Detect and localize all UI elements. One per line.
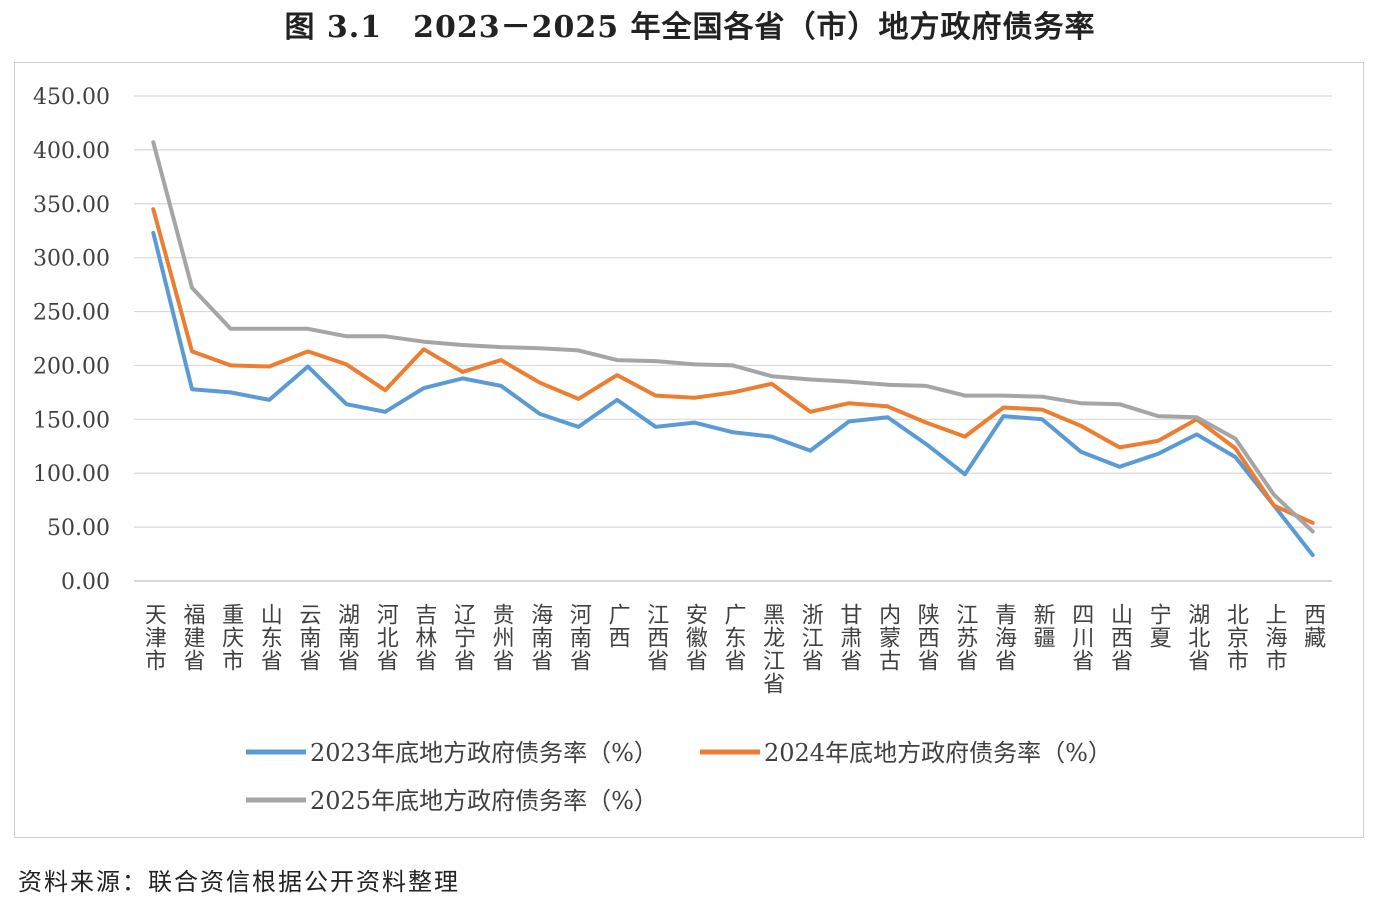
x-tick-label: 内蒙古	[875, 603, 900, 672]
y-tick-label: 100.00	[33, 462, 110, 487]
legend-label-2: 2024年底地方政府债务率（%）	[764, 739, 1112, 767]
x-tick-label: 辽宁省	[450, 603, 476, 672]
y-tick-label: 400.00	[33, 139, 110, 164]
x-tick-label: 宁夏	[1146, 603, 1172, 649]
y-tick-label: 200.00	[33, 354, 110, 379]
x-tick-label: 西藏	[1300, 603, 1326, 649]
x-tick-label: 湖南省	[334, 603, 360, 672]
x-tick-label: 江西省	[643, 603, 669, 672]
x-tick-label: 河北省	[373, 603, 399, 672]
x-tick-label: 海南省	[527, 603, 553, 672]
x-tick-label: 天津市	[141, 603, 167, 672]
x-tick-label: 北京市	[1223, 603, 1249, 672]
chart-title: 图 3.1 2023－2025 年全国各省（市）地方政府债务率	[284, 10, 1096, 45]
x-tick-label: 湖北省	[1184, 603, 1210, 672]
series-line-1	[151, 230, 1315, 558]
y-tick-label: 450.00	[33, 85, 110, 110]
y-tick-label: 150.00	[33, 408, 110, 433]
x-tick-label: 广东省	[721, 603, 747, 672]
x-tick-label: 吉林省	[411, 603, 437, 672]
y-tick-label: 50.00	[47, 516, 110, 541]
x-tick-label: 黑龙江省	[759, 603, 785, 695]
legend-label-3: 2025年底地方政府债务率（%）	[310, 787, 658, 815]
x-tick-label: 山东省	[257, 603, 283, 672]
x-tick-label: 安徽省	[682, 603, 708, 672]
y-tick-label: 0.00	[61, 570, 110, 595]
legend-label-1: 2023年底地方政府债务率（%）	[310, 739, 658, 767]
series-line-2	[151, 207, 1315, 525]
x-tick-label: 贵州省	[489, 603, 515, 672]
y-tick-label: 250.00	[33, 301, 110, 326]
x-tick-label: 福建省	[179, 603, 205, 672]
x-tick-label: 浙江省	[798, 603, 824, 672]
chart-frame	[14, 62, 1364, 838]
x-tick-label: 广西	[605, 603, 631, 649]
y-tick-label: 300.00	[33, 247, 110, 272]
x-tick-label: 新疆	[1030, 603, 1056, 649]
x-tick-label: 甘肃省	[836, 603, 862, 672]
x-tick-label: 江苏省	[952, 603, 978, 672]
x-tick-label: 河南省	[566, 603, 592, 672]
x-tick-label: 云南省	[295, 603, 321, 672]
x-tick-label: 四川省	[1068, 603, 1094, 672]
source-note: 资料来源：联合资信根据公开资料整理	[18, 868, 460, 896]
series-line-3	[151, 140, 1315, 534]
x-tick-label: 青海省	[991, 603, 1017, 672]
y-tick-label: 350.00	[33, 193, 110, 218]
x-tick-label: 山西省	[1107, 603, 1133, 672]
x-tick-label: 陕西省	[914, 603, 940, 672]
x-tick-label: 重庆市	[218, 603, 244, 672]
x-tick-label: 上海市	[1262, 603, 1288, 672]
